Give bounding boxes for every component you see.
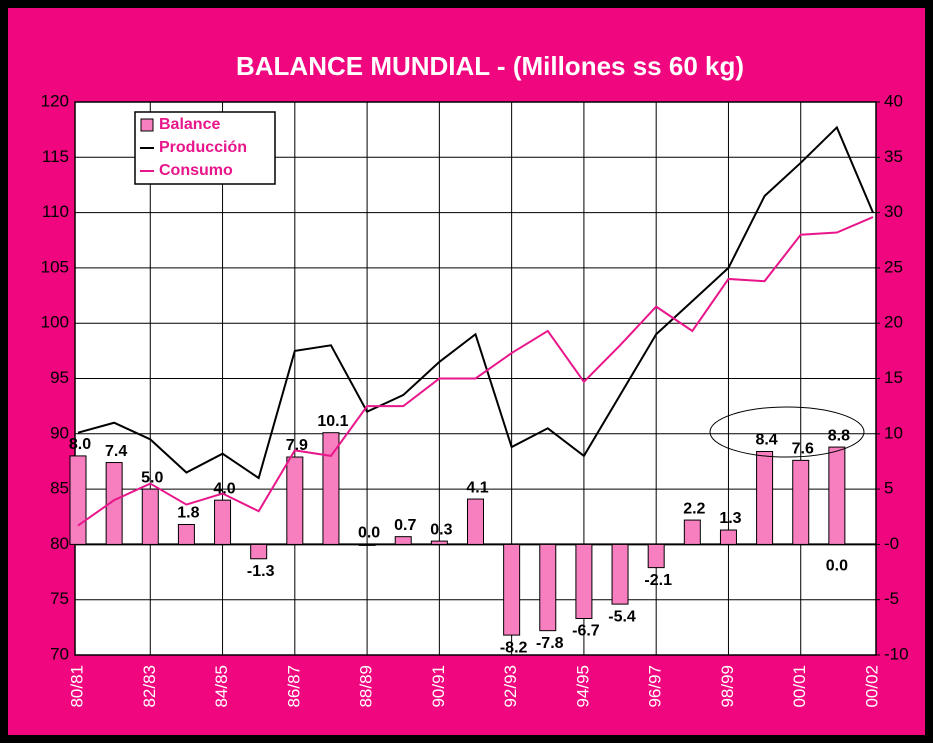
data-label: 7.9 [286,437,308,454]
y2-tick-label: 10 [884,423,903,442]
y2-tick-label: 25 [884,257,903,276]
bar [69,455,87,545]
y-tick-label: 90 [50,423,69,442]
bar [539,543,557,632]
x-tick-label: 86/87 [284,665,303,708]
x-tick-label: 96/97 [646,665,665,708]
bar [719,529,737,545]
legend-label: Producción [159,139,247,156]
data-label: 1.8 [177,505,199,522]
y2-tick-label: 30 [884,202,903,221]
plot-border [74,101,877,656]
y2-tick-label: 15 [884,368,903,387]
x-tick-label: 92/93 [501,665,520,708]
chart-title: BALANCE MUNDIAL - (Millones ss 60 kg) [236,51,744,81]
y2-tick-label: 5 [884,479,893,498]
data-label: 0.7 [394,517,416,534]
legend-swatch [140,118,154,132]
data-label: 8.0 [69,436,91,453]
bar [647,543,665,569]
x-tick-label: 98/99 [718,665,737,708]
data-label: 0.3 [430,521,452,538]
y-tick-label: 105 [41,257,69,276]
y-tick-label: 100 [41,313,69,332]
bar [250,543,268,560]
y2-tick-label: -10 [884,644,909,663]
y-tick-label: 70 [50,644,69,663]
x-tick-label: 80/81 [67,665,86,708]
data-label: 5.0 [141,469,163,486]
data-label: -8.2 [500,639,528,656]
data-label: 7.6 [792,441,814,458]
data-label: -7.8 [536,635,564,652]
bar [828,446,846,545]
data-label: 1.3 [719,510,741,527]
y2-tick-label: 20 [884,313,903,332]
highlight [709,406,865,458]
data-label: -5.4 [608,608,636,625]
y2-tick-label: -5 [884,589,899,608]
line [77,125,874,480]
data-label: 8.4 [755,432,777,449]
data-label: 4.1 [466,479,488,496]
y-tick-label: 85 [50,479,69,498]
bar [575,543,593,620]
y-tick-label: 120 [41,91,69,110]
bar [394,536,412,545]
bar [358,543,376,546]
bar [322,432,340,545]
y2-tick-label: 40 [884,91,903,110]
y-tick-label: 110 [42,202,69,221]
data-label: -2.1 [644,572,672,589]
legend-box [134,111,276,185]
bar [430,540,448,545]
x-tick-label: 00/02 [862,665,881,708]
x-tick-label: 00/01 [790,665,809,708]
y-tick-label: 115 [42,147,69,166]
line [77,216,874,527]
bar [286,456,304,545]
data-label: 0.0 [358,525,380,542]
bar [177,523,195,545]
y-tick-label: 75 [50,589,69,608]
x-tick-label: 84/85 [212,665,231,708]
y2-tick-label: -0 [884,534,899,553]
bar [792,459,810,545]
data-label: 8.8 [828,427,850,444]
bar [683,519,701,545]
bar [756,450,774,545]
bar [141,488,159,545]
bar [214,499,232,545]
x-tick-label: 82/83 [140,665,159,708]
y-tick-label: 80 [50,534,69,553]
x-tick-label: 88/89 [357,665,376,708]
bar [467,498,484,545]
y2-tick-label: 35 [884,147,903,166]
data-label: 7.4 [105,443,127,460]
data-label: 2.2 [683,500,705,517]
bar [105,462,123,545]
y-tick-label: 95 [50,368,69,387]
bar [611,543,629,605]
x-tick-label: 90/91 [429,665,448,708]
annotation: 0.0 [826,558,848,575]
data-label: 10.1 [317,413,348,430]
x-tick-label: 94/95 [573,665,592,708]
legend-label: Balance [159,116,220,133]
legend-label: Consumo [159,162,233,179]
bar [503,543,521,636]
data-label: -6.7 [572,623,600,640]
data-label: 4.0 [213,480,235,497]
data-label: -1.3 [247,563,275,580]
